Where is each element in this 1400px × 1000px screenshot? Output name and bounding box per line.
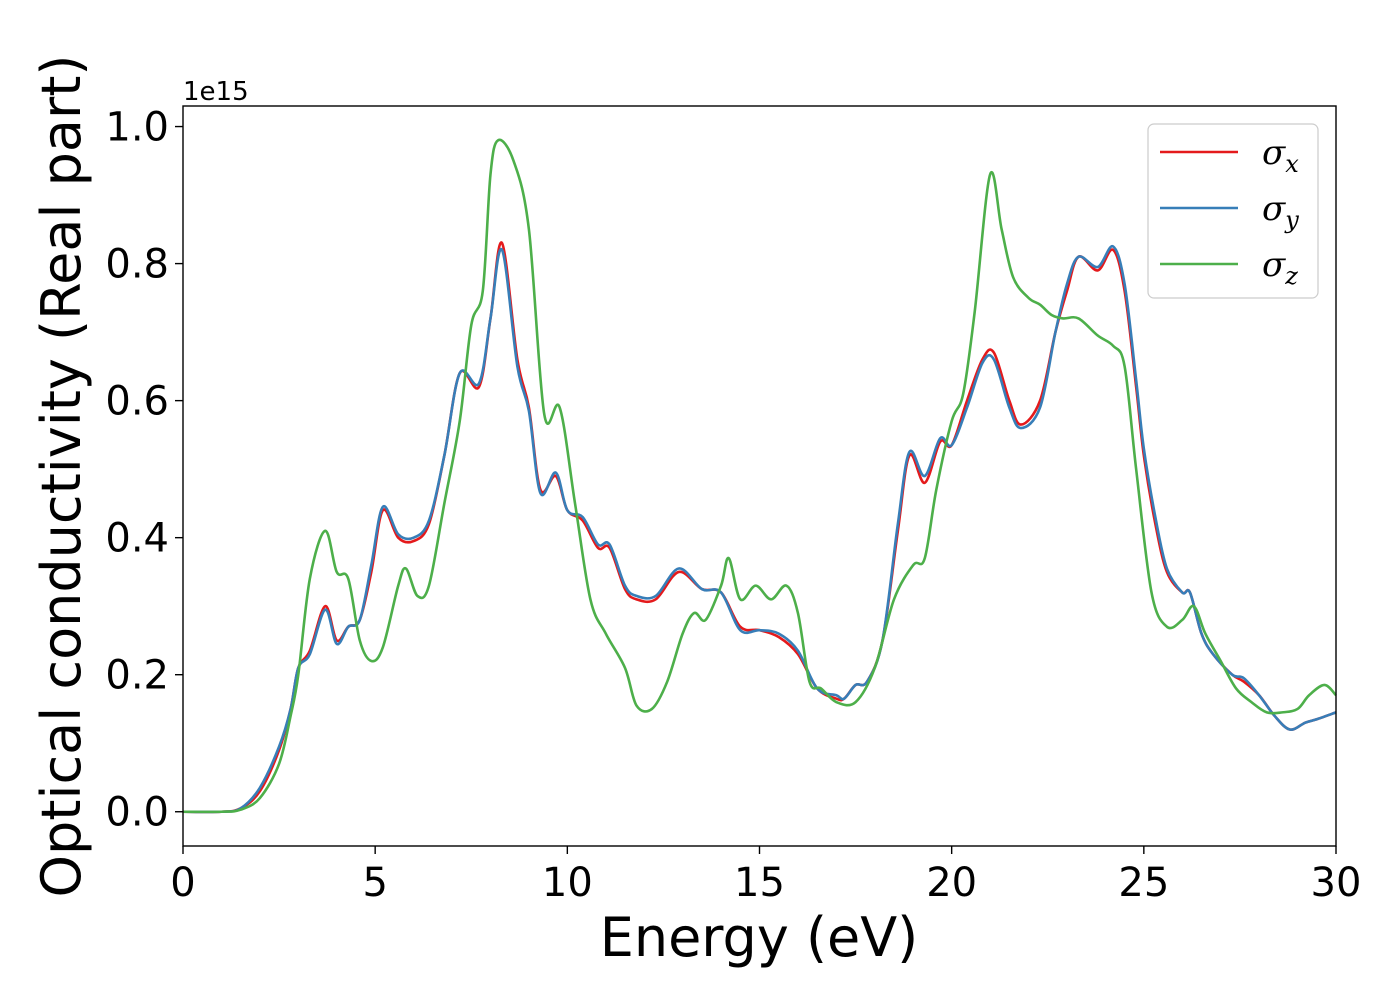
x-tick-label: 15	[734, 860, 785, 906]
legend: σx σy σz	[1147, 123, 1319, 299]
y-tick-label: 0.6	[105, 379, 169, 425]
legend-label-z: σz	[1262, 245, 1298, 290]
x-tick-label: 20	[926, 860, 977, 906]
y-tick-label: 0.4	[105, 516, 169, 562]
legend-label-x: σx	[1262, 133, 1299, 178]
x-axis: 0 5 10 15 20 25 30	[170, 846, 1361, 906]
y-axis-label: Optical conductivity (Real part)	[30, 55, 93, 898]
series-line-y	[182, 245, 1337, 814]
y-tick-label: 1.0	[105, 105, 169, 151]
y-axis: 0.0 0.2 0.4 0.6 0.8 1.0	[105, 105, 183, 836]
series-line-z	[182, 138, 1337, 814]
x-tick-label: 0	[170, 860, 195, 906]
x-tick-label: 25	[1118, 860, 1169, 906]
x-axis-label: Energy (eV)	[600, 906, 919, 969]
y-tick-label: 0.8	[105, 242, 169, 288]
y-tick-label: 0.0	[105, 790, 169, 836]
x-tick-label: 5	[362, 860, 387, 906]
legend-label-y: σy	[1262, 189, 1299, 234]
legend-box	[1147, 123, 1319, 299]
y-tick-label: 0.2	[105, 653, 169, 699]
x-tick-label: 30	[1311, 860, 1362, 906]
x-tick-label: 10	[542, 860, 593, 906]
series-line-x	[182, 241, 1337, 814]
y-offset-label: 1e15	[183, 77, 249, 107]
series-layer	[182, 138, 1337, 814]
